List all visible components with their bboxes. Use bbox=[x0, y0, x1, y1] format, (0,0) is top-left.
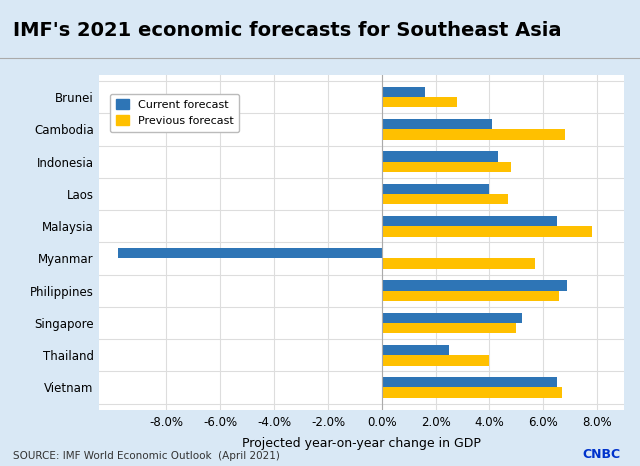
Bar bbox=[382, 377, 557, 388]
Bar bbox=[382, 162, 511, 172]
X-axis label: Projected year-on-year change in GDP: Projected year-on-year change in GDP bbox=[242, 437, 481, 450]
Text: CNBC: CNBC bbox=[582, 448, 621, 461]
Bar bbox=[382, 226, 592, 237]
Bar bbox=[382, 259, 535, 269]
Bar bbox=[382, 194, 508, 204]
Bar bbox=[382, 87, 425, 97]
Bar bbox=[382, 97, 457, 108]
Bar bbox=[382, 281, 568, 291]
Bar bbox=[382, 130, 564, 140]
Bar bbox=[382, 345, 449, 355]
Bar bbox=[382, 291, 559, 301]
Bar bbox=[382, 151, 497, 162]
Bar bbox=[382, 216, 557, 226]
Text: IMF's 2021 economic forecasts for Southeast Asia: IMF's 2021 economic forecasts for Southe… bbox=[13, 21, 561, 40]
Bar bbox=[382, 355, 490, 365]
Bar bbox=[382, 313, 522, 323]
Text: SOURCE: IMF World Economic Outlook  (April 2021): SOURCE: IMF World Economic Outlook (Apri… bbox=[13, 452, 280, 461]
Bar bbox=[382, 119, 492, 130]
Legend: Current forecast, Previous forecast: Current forecast, Previous forecast bbox=[110, 94, 239, 132]
Bar bbox=[382, 388, 562, 398]
Bar bbox=[382, 323, 516, 333]
Bar bbox=[382, 184, 490, 194]
Bar bbox=[118, 248, 382, 259]
